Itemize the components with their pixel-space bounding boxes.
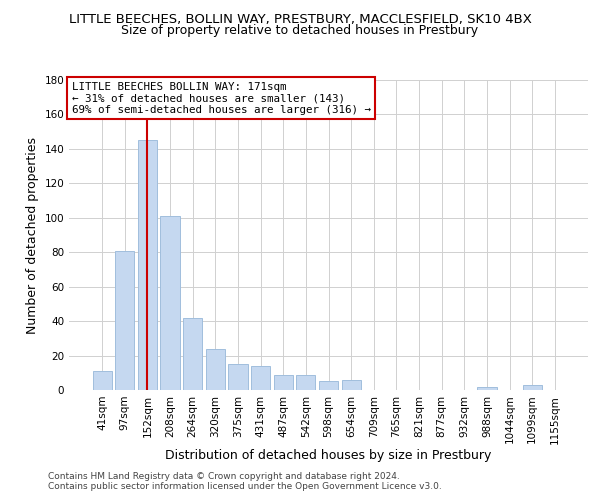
Bar — [251, 366, 270, 390]
Bar — [319, 382, 338, 390]
Bar — [229, 364, 248, 390]
Text: Contains public sector information licensed under the Open Government Licence v3: Contains public sector information licen… — [48, 482, 442, 491]
Bar — [341, 380, 361, 390]
Bar — [477, 386, 497, 390]
Y-axis label: Number of detached properties: Number of detached properties — [26, 136, 39, 334]
Bar — [115, 250, 134, 390]
X-axis label: Distribution of detached houses by size in Prestbury: Distribution of detached houses by size … — [166, 449, 491, 462]
Bar — [160, 216, 180, 390]
Bar — [138, 140, 157, 390]
Text: Contains HM Land Registry data © Crown copyright and database right 2024.: Contains HM Land Registry data © Crown c… — [48, 472, 400, 481]
Bar — [206, 348, 225, 390]
Text: Size of property relative to detached houses in Prestbury: Size of property relative to detached ho… — [121, 24, 479, 37]
Bar — [523, 385, 542, 390]
Bar — [183, 318, 202, 390]
Text: LITTLE BEECHES BOLLIN WAY: 171sqm
← 31% of detached houses are smaller (143)
69%: LITTLE BEECHES BOLLIN WAY: 171sqm ← 31% … — [71, 82, 371, 115]
Bar — [92, 371, 112, 390]
Bar — [296, 374, 316, 390]
Text: LITTLE BEECHES, BOLLIN WAY, PRESTBURY, MACCLESFIELD, SK10 4BX: LITTLE BEECHES, BOLLIN WAY, PRESTBURY, M… — [68, 12, 532, 26]
Bar — [274, 374, 293, 390]
